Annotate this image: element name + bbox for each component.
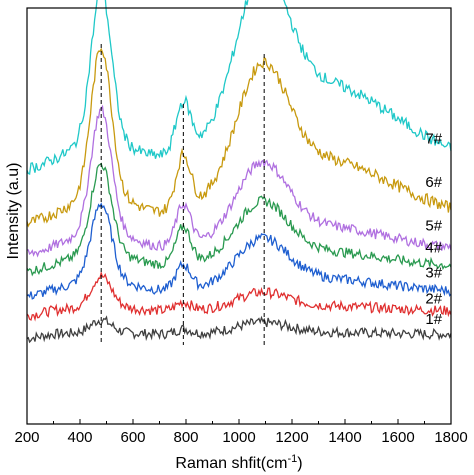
plot-frame (26, 7, 452, 425)
series-group (26, 0, 452, 344)
x-tick-label: 1400 (328, 429, 361, 446)
series-label-6: 6# (425, 174, 442, 191)
series-line-1 (26, 315, 452, 344)
x-tick-label: 800 (173, 429, 198, 446)
series-label-1: 1# (425, 311, 442, 328)
reference-lines (100, 44, 265, 345)
x-axis-title-suffix: ) (297, 455, 302, 472)
series-label-5: 5# (425, 218, 442, 235)
x-axis-title-superscript: -1 (287, 453, 297, 465)
x-tick-label: 1600 (381, 429, 414, 446)
x-tick-label: 1200 (275, 429, 308, 446)
x-axis-ticks: 200 400 600 800 1000 1200 1400 1600 1800 (14, 419, 468, 446)
series-label-4: 4# (425, 240, 442, 257)
x-tick-label: 1800 (434, 429, 467, 446)
x-tick-label: 600 (120, 429, 145, 446)
series-line-7 (26, 0, 452, 175)
x-tick-label: 400 (67, 429, 92, 446)
series-line-6 (26, 47, 452, 228)
y-axis-title: Intensity (a.u) (5, 163, 22, 260)
series-line-2 (26, 270, 452, 322)
series-labels: 1# 2# 3# 4# 5# 6# 7# (425, 131, 442, 329)
series-label-3: 3# (425, 265, 442, 282)
x-axis-title-main: Raman shfit(cm (175, 455, 287, 472)
series-line-4 (26, 162, 452, 277)
series-line-5 (26, 104, 452, 258)
x-tick-label: 1000 (222, 429, 255, 446)
x-tick-label: 200 (14, 429, 39, 446)
series-label-7: 7# (425, 131, 442, 148)
series-line-3 (26, 202, 452, 300)
series-label-2: 2# (425, 290, 442, 307)
x-axis-title: Raman shfit(cm-1) (175, 453, 302, 472)
